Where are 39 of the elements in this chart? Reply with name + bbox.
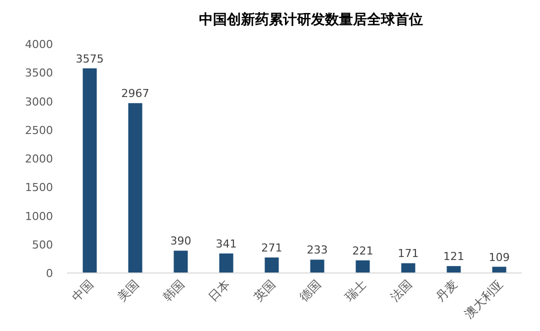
x-tick-label: 中国 xyxy=(69,277,96,304)
data-label: 390 xyxy=(170,234,192,248)
bar xyxy=(128,103,142,273)
x-tick-label: 英国 xyxy=(251,277,278,304)
y-tick-label: 2000 xyxy=(25,152,53,166)
bar xyxy=(219,253,234,273)
bar xyxy=(264,257,279,273)
data-label: 121 xyxy=(443,250,464,264)
data-label: 221 xyxy=(352,244,374,258)
y-tick-label: 3000 xyxy=(25,95,53,108)
data-label: 341 xyxy=(216,237,237,250)
y-tick-label: 1500 xyxy=(25,181,53,194)
x-tick-label: 美国 xyxy=(114,277,142,304)
data-label: 2967 xyxy=(121,87,150,100)
x-tick-label: 澳大利亚 xyxy=(462,277,506,322)
bar xyxy=(356,260,370,273)
y-tick-label: 3500 xyxy=(25,66,53,80)
y-tick-label: 500 xyxy=(32,238,53,252)
x-tick-label: 韩国 xyxy=(160,277,187,304)
y-tick-label: 1000 xyxy=(25,210,53,223)
bar xyxy=(401,263,416,273)
x-tick-label: 瑞士 xyxy=(342,277,369,304)
chart-title: 中国创新药累计研发数量居全球首位 xyxy=(199,11,423,28)
y-tick-label: 4000 xyxy=(25,38,53,51)
x-tick-label: 法国 xyxy=(388,277,414,304)
data-label: 109 xyxy=(488,250,510,264)
x-tick-label: 日本 xyxy=(206,277,232,304)
data-label: 233 xyxy=(306,244,328,257)
bar xyxy=(446,266,461,273)
data-label: 171 xyxy=(398,247,419,260)
x-tick-label: 德国 xyxy=(296,277,324,304)
bar xyxy=(174,250,188,273)
data-label: 3575 xyxy=(76,52,104,66)
data-label: 271 xyxy=(261,241,282,254)
bar xyxy=(310,260,324,273)
bar xyxy=(82,68,97,273)
x-tick-label: 丹麦 xyxy=(433,277,460,304)
y-tick-label: 2500 xyxy=(25,124,53,137)
y-tick-label: 0 xyxy=(46,267,53,280)
